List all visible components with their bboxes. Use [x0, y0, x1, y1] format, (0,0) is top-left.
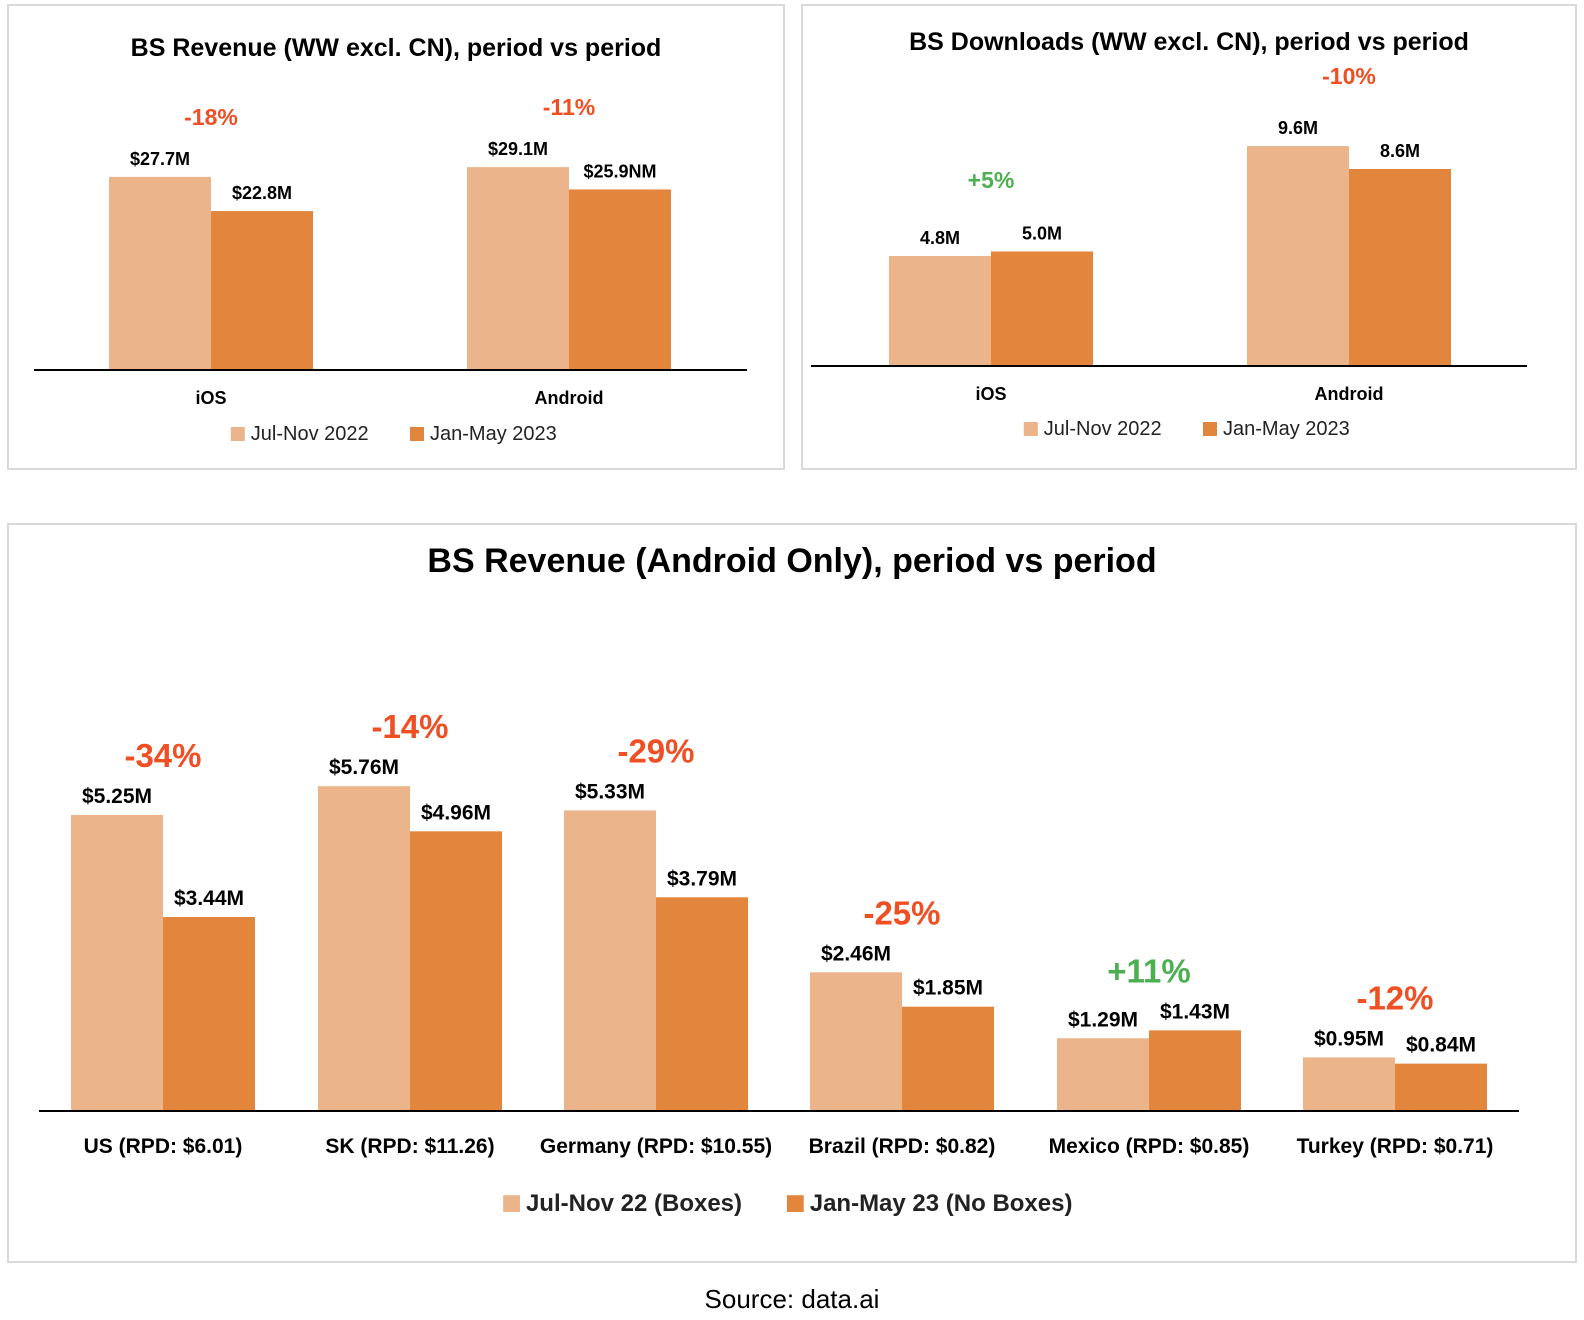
data-label: $2.46M	[821, 942, 891, 965]
category-label: Germany (RPD: $10.55)	[540, 1135, 772, 1158]
legend-label: Jan-May 23 (No Boxes)	[810, 1190, 1073, 1217]
chart-title: BS Revenue (WW excl. CN), period vs peri…	[131, 34, 662, 62]
downloads-ww-chart: BS Downloads (WW excl. CN), period vs pe…	[801, 4, 1577, 470]
data-label: 5.0M	[1022, 223, 1062, 243]
bar-us-rpd-6-01-jul-nov-22-boxes	[71, 814, 163, 1111]
change-label: -11%	[543, 94, 595, 120]
data-label: $3.44M	[174, 887, 244, 910]
bar-turkey-rpd-0-71-jan-may-23-no-boxes	[1395, 1063, 1487, 1111]
bar-android-jul-nov-2022	[1247, 146, 1349, 366]
legend-swatch	[503, 1195, 520, 1212]
legend-label: Jan-May 2023	[1223, 418, 1350, 440]
change-label: -12%	[1356, 979, 1433, 1016]
change-label: +11%	[1107, 952, 1191, 989]
chart-title: BS Downloads (WW excl. CN), period vs pe…	[909, 28, 1469, 56]
legend-label: Jul-Nov 22 (Boxes)	[526, 1190, 742, 1217]
revenue-android-chart: BS Revenue (Android Only), period vs per…	[7, 523, 1577, 1263]
bar-android-jul-nov-2022	[467, 167, 569, 370]
data-label: $1.43M	[1160, 1000, 1230, 1023]
data-label: $5.33M	[575, 780, 645, 803]
data-label: $1.85M	[913, 977, 983, 1000]
change-label: -10%	[1322, 63, 1376, 89]
bar-ios-jul-nov-2022	[889, 256, 991, 366]
category-label: US (RPD: $6.01)	[84, 1135, 243, 1158]
data-label: $3.79M	[667, 867, 737, 890]
bar-sk-rpd-11-26-jul-nov-22-boxes	[318, 786, 410, 1111]
category-label: Android	[535, 388, 604, 408]
category-label: Turkey (RPD: $0.71)	[1297, 1135, 1494, 1158]
category-label: SK (RPD: $11.26)	[325, 1135, 494, 1158]
category-label: Brazil (RPD: $0.82)	[809, 1135, 996, 1158]
bs-downloads-ww-excl-cn-period-vs-period-svg: BS Downloads (WW excl. CN), period vs pe…	[811, 28, 1527, 440]
chart-title: BS Revenue (Android Only), period vs per…	[427, 542, 1156, 580]
category-label: iOS	[975, 384, 1006, 404]
legend-swatch	[1203, 422, 1217, 436]
change-label: -34%	[124, 737, 201, 774]
bar-ios-jul-nov-2022	[109, 176, 211, 370]
data-label: $4.96M	[421, 801, 491, 824]
data-label: $1.29M	[1068, 1008, 1138, 1031]
bar-brazil-rpd-0-82-jan-may-23-no-boxes	[902, 1006, 994, 1111]
bar-germany-rpd-10-55-jan-may-23-no-boxes	[656, 897, 748, 1111]
bar-turkey-rpd-0-71-jul-nov-22-boxes	[1303, 1057, 1395, 1111]
revenue-ww-chart: BS Revenue (WW excl. CN), period vs peri…	[7, 4, 785, 470]
change-label: -14%	[371, 708, 448, 745]
bar-mexico-rpd-0-85-jul-nov-22-boxes	[1057, 1038, 1149, 1111]
bar-mexico-rpd-0-85-jan-may-23-no-boxes	[1149, 1030, 1241, 1111]
data-label: $25.9NM	[583, 161, 656, 181]
bar-germany-rpd-10-55-jul-nov-22-boxes	[564, 810, 656, 1111]
change-label: -25%	[863, 894, 940, 931]
bar-android-jan-may-2023	[1349, 168, 1451, 366]
legend-label: Jul-Nov 2022	[1044, 418, 1162, 440]
data-label: $22.8M	[232, 183, 292, 203]
data-label: $5.25M	[82, 785, 152, 808]
category-label: Android	[1315, 384, 1384, 404]
legend-swatch	[410, 427, 424, 441]
bar-sk-rpd-11-26-jan-may-23-no-boxes	[410, 831, 502, 1111]
bar-ios-jan-may-2023	[991, 251, 1093, 366]
category-label: iOS	[195, 388, 226, 408]
change-label: -18%	[184, 104, 238, 130]
data-label: $27.7M	[130, 149, 190, 169]
data-label: 9.6M	[1278, 118, 1318, 138]
bar-ios-jan-may-2023	[211, 211, 313, 370]
bar-us-rpd-6-01-jan-may-23-no-boxes	[163, 917, 255, 1111]
legend-swatch	[1023, 422, 1038, 436]
change-label: -29%	[617, 732, 694, 769]
legend-label: Jan-May 2023	[430, 423, 557, 445]
data-label: $0.84M	[1406, 1034, 1476, 1057]
data-label: 4.8M	[920, 228, 960, 248]
legend-swatch	[786, 1195, 804, 1212]
bar-android-jan-may-2023	[569, 189, 671, 370]
bs-revenue-ww-excl-cn-period-vs-period-svg: BS Revenue (WW excl. CN), period vs peri…	[34, 34, 747, 445]
legend-label: Jul-Nov 2022	[251, 423, 369, 445]
category-label: Mexico (RPD: $0.85)	[1049, 1135, 1250, 1158]
source-note: Source: data.ai	[704, 1284, 880, 1314]
legend-swatch	[230, 427, 245, 441]
bar-brazil-rpd-0-82-jul-nov-22-boxes	[810, 972, 902, 1111]
data-label: 8.6M	[1380, 141, 1420, 161]
change-label: +5%	[968, 167, 1015, 193]
bs-revenue-android-only-period-vs-period-svg: BS Revenue (Android Only), period vs per…	[39, 542, 1519, 1217]
data-label: $5.76M	[329, 756, 399, 779]
data-label: $0.95M	[1314, 1027, 1384, 1050]
data-label: $29.1M	[488, 139, 548, 159]
